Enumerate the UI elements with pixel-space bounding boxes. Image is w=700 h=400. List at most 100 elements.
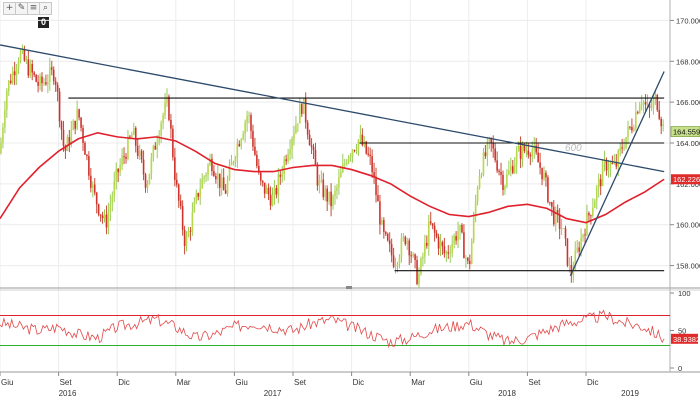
candle-body (49, 67, 51, 82)
candle-body (404, 236, 407, 245)
candle-body (138, 150, 141, 156)
candle-body (375, 176, 377, 196)
candle-body (584, 234, 586, 236)
moving-average-line (0, 131, 665, 224)
candle-body (652, 99, 655, 108)
candle-body (252, 130, 254, 147)
candle-body (238, 143, 241, 147)
candle-body (467, 257, 469, 261)
candle-body (246, 116, 248, 123)
candle-body (549, 201, 551, 203)
candle-body (459, 224, 461, 232)
candle-body (410, 255, 412, 257)
candle-body (226, 179, 229, 194)
candle-body (572, 269, 575, 276)
candle-body (207, 165, 209, 175)
candle-body (185, 236, 188, 246)
candle-body (474, 201, 477, 217)
candle-body (359, 134, 362, 140)
candle-body (492, 142, 495, 149)
candle-body (88, 156, 90, 176)
candle-body (267, 187, 270, 195)
year-label: 2019 (621, 389, 639, 398)
candle-body (486, 141, 489, 157)
candle-body (635, 112, 637, 129)
candle-body (392, 255, 395, 267)
candle-body (345, 162, 348, 164)
candle-body (316, 165, 319, 186)
candle-body (68, 137, 71, 145)
candle-body (426, 242, 428, 246)
candle-body (388, 240, 391, 245)
candle-body (140, 150, 143, 160)
candle-body (441, 241, 444, 247)
candle-body (203, 176, 205, 179)
candle-body (291, 138, 293, 150)
candle-body (158, 135, 160, 143)
candle-body (17, 61, 20, 69)
candle-body (117, 168, 119, 173)
candle-body (144, 174, 147, 188)
candle-body (277, 174, 280, 195)
zero-badge[interactable]: 0 (38, 17, 49, 28)
candle-body (529, 155, 532, 157)
candle-body (177, 184, 180, 201)
candle-body (299, 104, 301, 124)
candle-body (105, 214, 108, 228)
candle-body (7, 80, 10, 91)
candle-body (556, 209, 559, 215)
candle-body (244, 122, 246, 135)
candle-body (468, 260, 471, 264)
osc-value-label: 38.9382 (673, 335, 700, 344)
candle-body (629, 126, 631, 128)
candle-body (494, 148, 496, 161)
candle-body (560, 228, 563, 230)
candle-body (181, 206, 184, 230)
candle-body (21, 49, 24, 52)
candle-body (174, 157, 176, 180)
year-label: 2017 (264, 389, 282, 398)
candle-body (148, 173, 151, 185)
candle-body (427, 221, 430, 246)
x-tick-label: Set (528, 378, 541, 387)
chart-annotation: 600 (565, 143, 582, 154)
candle-body (568, 264, 571, 266)
candle-body (160, 122, 162, 136)
candle-body (396, 263, 399, 267)
candle-body (461, 224, 463, 233)
candle-body (537, 152, 539, 163)
candle-body (429, 221, 432, 224)
candle-body (508, 170, 510, 175)
candle-body (453, 236, 455, 244)
candle-body (369, 154, 371, 157)
candle-body (640, 103, 643, 106)
candle-body (13, 71, 16, 76)
candle-body (650, 107, 653, 109)
candle-body (633, 128, 635, 131)
candle-body (502, 174, 504, 190)
candle-body (527, 150, 530, 156)
candle-body (164, 102, 166, 116)
candle-body (150, 157, 153, 174)
candle-body (449, 253, 452, 255)
candle-body (240, 139, 243, 147)
candle-body (50, 67, 53, 70)
candle-body (136, 145, 139, 156)
candle-body (357, 139, 360, 150)
candle-body (340, 172, 342, 178)
candle-body (517, 145, 520, 152)
ma-value-label: 162.2260 (673, 175, 700, 184)
candle-body (511, 166, 514, 173)
candle-body (424, 242, 426, 257)
candle-body (25, 59, 28, 61)
candle-body (232, 161, 235, 163)
candle-body (384, 231, 387, 234)
magnifier-icon[interactable]: ⌕ (39, 2, 52, 15)
candle-body (123, 156, 125, 158)
candle-body (627, 126, 629, 138)
candle-body (465, 257, 467, 259)
candle-body (183, 229, 186, 246)
candle-body (170, 119, 172, 129)
candle-body (541, 167, 543, 180)
